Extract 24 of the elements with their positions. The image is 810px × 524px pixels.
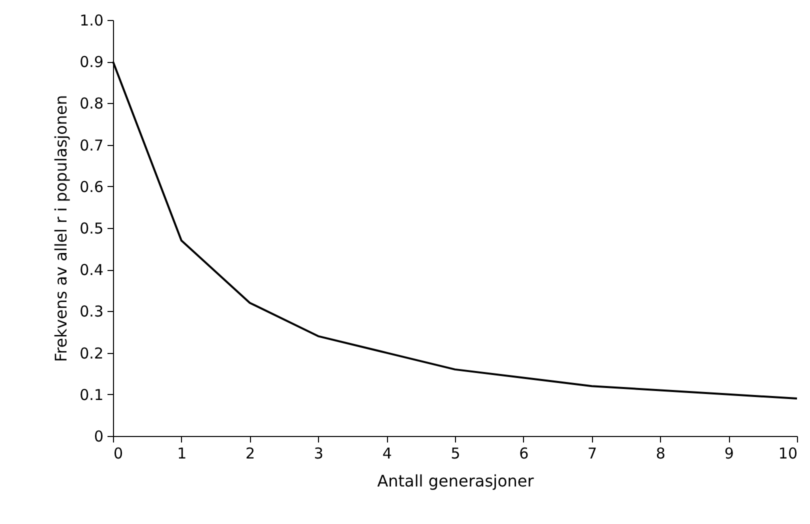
y-tick-label: 0.1 <box>80 386 104 404</box>
y-tick-label: 0.9 <box>80 53 104 72</box>
y-tick-label: 0.3 <box>80 302 104 321</box>
x-tick-label: 3 <box>314 444 324 462</box>
y-tick-label: 0.2 <box>80 344 104 362</box>
y-tick-label: 0.7 <box>80 136 104 154</box>
x-tick-label: 4 <box>382 444 392 462</box>
y-tick-label: 0.4 <box>80 261 104 280</box>
y-tick-label: 0 <box>94 428 104 446</box>
y-tick-label: 0.6 <box>80 178 104 196</box>
x-axis-title: Antall generasjoner <box>377 472 534 490</box>
x-tick-label: 6 <box>519 444 529 462</box>
y-tick-label: 0.5 <box>80 220 104 238</box>
y-tick-label: 1.0 <box>80 12 104 30</box>
x-tick-label: 0 <box>114 444 124 462</box>
y-axis-title: Frekvens av allel r i populasjonen <box>52 94 71 362</box>
y-tick-label: 0.8 <box>80 94 104 113</box>
x-tick-label: 7 <box>588 444 598 462</box>
x-tick-label: 8 <box>656 444 666 462</box>
x-tick-label: 2 <box>246 444 256 462</box>
x-tick-label: 1 <box>177 444 187 462</box>
x-tick-label: 10 <box>778 444 798 462</box>
x-tick-label: 5 <box>450 444 460 462</box>
x-tick-label: 9 <box>724 444 734 462</box>
